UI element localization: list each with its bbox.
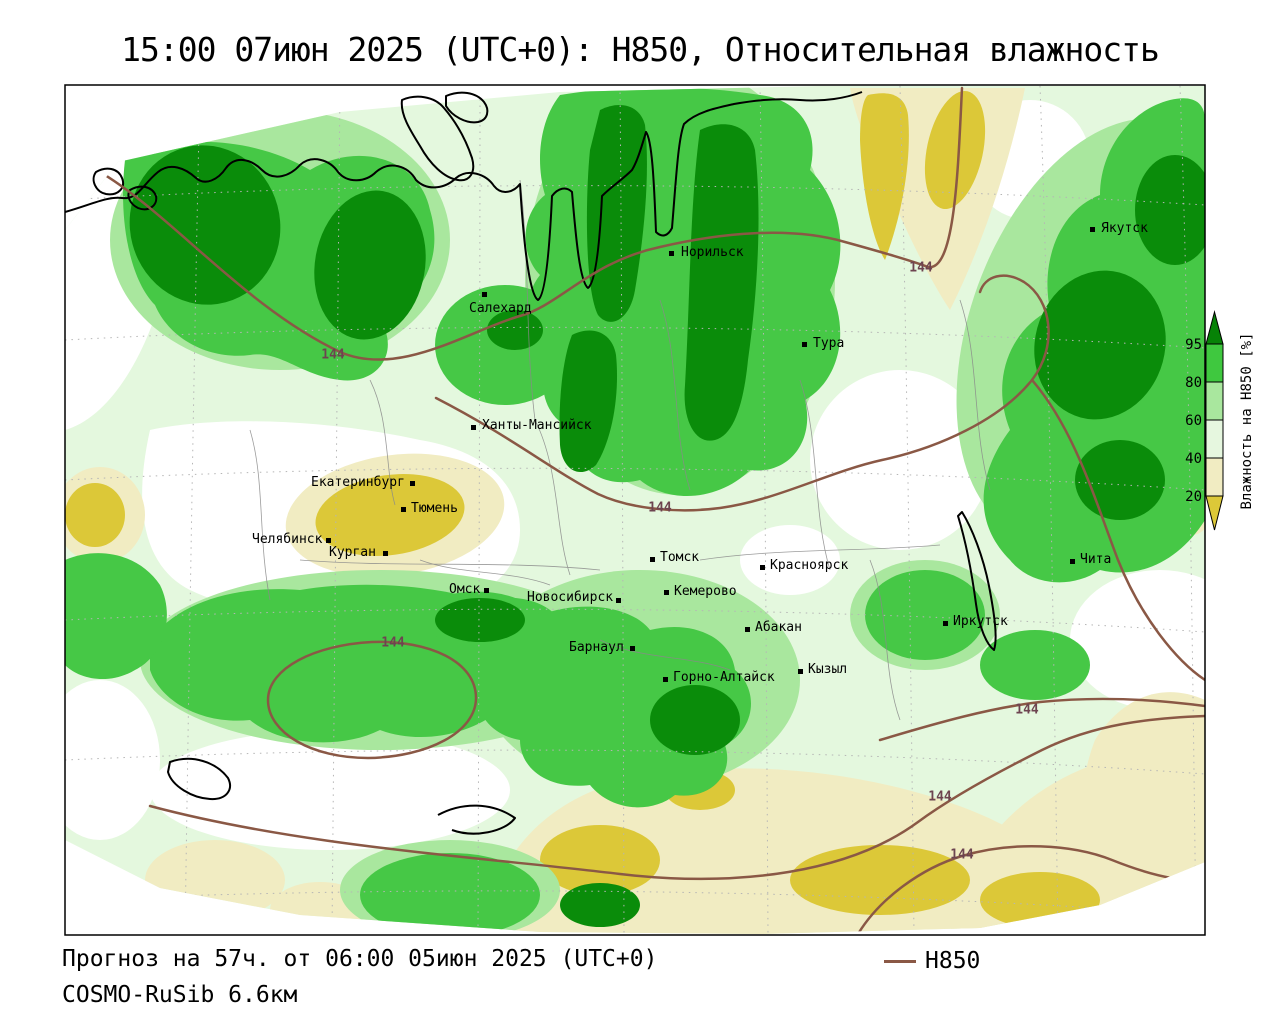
colorbar-segment (1205, 419, 1224, 459)
colorbar-tick: 80 (1185, 375, 1202, 391)
colorbar-segment (1205, 495, 1224, 531)
colorbar-title: Влажность на H850 [%] (1239, 332, 1255, 510)
humid-dark-green-regions (129, 105, 1205, 927)
colorbar-segment (1205, 457, 1224, 497)
colorbar-tick: 95 (1185, 337, 1202, 353)
colorbar-segment (1205, 343, 1224, 383)
h850-contours (65, 86, 1205, 934)
map-border (64, 84, 1206, 936)
h850-legend-line-icon (884, 959, 916, 963)
admin-borders (249, 179, 991, 721)
map-title: 15:00 07июн 2025 (UTC+0): H850, Относите… (121, 30, 1160, 69)
colorbar-tick: 40 (1185, 451, 1202, 467)
graticule (65, 86, 1205, 934)
colorbar-tick: 20 (1185, 489, 1202, 505)
colorbar-segment (1205, 310, 1224, 345)
colorbar-tick: 60 (1185, 413, 1202, 429)
colorbar-segment (1205, 381, 1224, 421)
model-info: COSMO-RuSib 6.6км (62, 982, 298, 1008)
lake-baikal-outline (957, 511, 997, 651)
coastline (64, 91, 997, 835)
h850-legend-label: H850 (925, 948, 981, 974)
colorbar: 95 80 60 40 20 (1185, 310, 1224, 531)
humidity-field (65, 86, 1205, 934)
forecast-info: Прогноз на 57ч. от 06:00 05июн 2025 (UTC… (62, 946, 658, 972)
h850-legend: H850 (884, 948, 980, 974)
